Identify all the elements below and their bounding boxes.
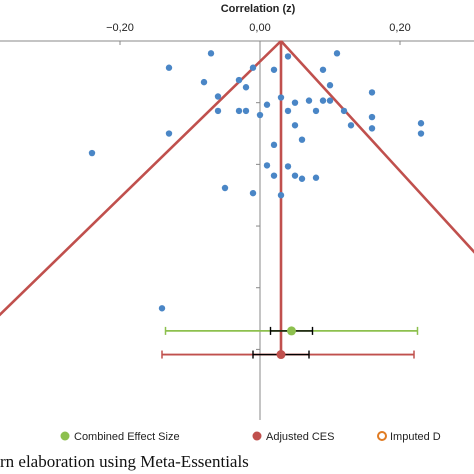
legend-label-combined-effect-size: Combined Effect Size [74,431,180,443]
study-point [312,107,320,115]
study-point [270,66,278,73]
study-point [326,97,334,104]
ces-estimate-point [287,326,296,336]
study-point [319,66,327,73]
study-point [242,107,250,115]
study-point [235,107,243,115]
study-point [249,189,257,197]
study-point [270,141,278,149]
study-point [277,192,285,199]
study-point [326,82,334,89]
study-point [284,163,292,170]
legend-marker-adjusted-ces [252,431,262,441]
study-point [368,125,376,132]
study-point [417,130,425,137]
study-point [368,113,376,121]
study-point [291,122,299,129]
study-point [158,305,166,312]
study-point [200,78,208,86]
study-points [88,50,425,312]
study-point [270,172,278,179]
study-point [312,174,320,181]
study-point [256,111,264,119]
study-point [165,64,173,71]
study-point [249,64,257,71]
study-point [88,149,96,157]
legend-marker-combined-effect-size [60,431,70,441]
x-tick-marks [119,41,401,45]
adjusted-ces-estimate-point [276,350,286,360]
study-point [214,93,222,100]
study-point [305,97,313,104]
study-point [263,101,271,108]
x-tick-label: −0,20 [106,22,134,34]
funnel-right-line [280,40,474,254]
study-point [235,76,243,84]
legend-label-adjusted-ces: Adjusted CES [266,431,334,443]
adjusted-ces-interval [161,350,415,360]
funnel-left-line [0,40,282,317]
study-point [263,162,271,169]
funnel-lines [0,40,474,355]
study-point [221,184,229,192]
legend: Combined Effect Size Adjusted CES Impute… [60,431,441,443]
study-point [333,50,341,57]
study-point [277,94,285,101]
study-point [242,84,250,91]
study-point [298,136,306,143]
study-point [340,107,348,115]
study-point [207,50,215,57]
legend-label-imputed-data: Imputed D [390,431,441,443]
x-tick-label: 0,20 [389,22,410,34]
legend-marker-imputed-data [377,431,387,441]
study-point [284,107,292,115]
study-point [319,97,327,104]
study-point [347,122,355,129]
figure-caption: rn elaboration using Meta-Essentials [0,452,249,471]
x-tick-labels: −0,40−0,200,000,20 [106,22,411,34]
study-point [298,175,306,182]
combined-effect-size-interval [164,326,419,336]
study-point [368,89,376,96]
x-axis-title: Correlation (z) [221,3,296,15]
study-point [291,99,299,106]
study-point [291,172,299,179]
study-point [214,107,222,115]
study-point [417,120,425,127]
y-tick-marks [256,102,260,350]
x-tick-label: 0,00 [249,22,270,34]
study-point [165,130,173,137]
study-point [284,53,292,60]
